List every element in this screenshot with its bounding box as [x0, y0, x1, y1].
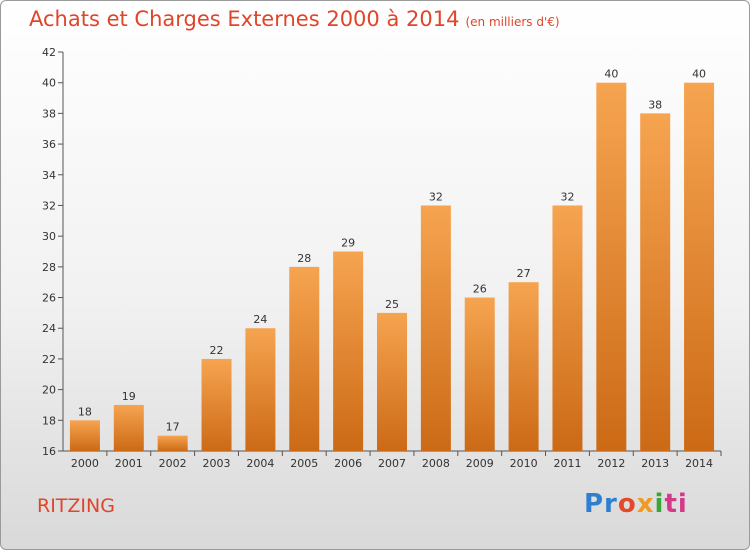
- bar-value-label: 28: [297, 252, 311, 265]
- x-tick-label: 2001: [115, 457, 143, 470]
- bar-value-label: 25: [385, 298, 399, 311]
- chart-title: Achats et Charges Externes 2000 à 2014 (e…: [29, 7, 560, 31]
- x-tick-label: 2006: [334, 457, 362, 470]
- x-tick-label: 2013: [641, 457, 669, 470]
- bar: [245, 328, 276, 451]
- bar-value-label: 19: [122, 390, 136, 403]
- bar-value-label: 17: [166, 421, 180, 434]
- logo-part: i: [654, 489, 665, 519]
- x-tick-label: 2000: [71, 457, 99, 470]
- chart-data-labels: 18 19 17 22 24 28 29 25 32 26 27 32 40 38 40: [78, 68, 706, 434]
- y-tick-label: 36: [42, 138, 56, 151]
- y-tick-label: 18: [42, 414, 56, 427]
- bar: [201, 358, 232, 451]
- logo-part: o: [617, 489, 637, 519]
- x-tick-label: 2007: [378, 457, 406, 470]
- y-tick-label: 30: [42, 230, 56, 243]
- chart-title-text: Achats et Charges Externes 2000 à 2014: [29, 7, 460, 31]
- bar-value-label: 32: [429, 190, 443, 203]
- bar-value-label: 38: [648, 98, 662, 111]
- bar: [289, 266, 320, 451]
- bar: [596, 82, 627, 451]
- x-tick-label: 2014: [685, 457, 713, 470]
- bar: [113, 404, 144, 451]
- commune-name: RITZING: [37, 495, 115, 517]
- bar-value-label: 32: [560, 190, 574, 203]
- y-tick-label: 16: [42, 445, 56, 458]
- x-tick-label: 2011: [553, 457, 581, 470]
- x-tick-label: 2004: [246, 457, 274, 470]
- bar: [684, 82, 715, 451]
- bar-value-label: 22: [210, 344, 224, 357]
- bar: [420, 205, 451, 451]
- logo-part: ti: [664, 489, 688, 519]
- bar: [157, 435, 188, 451]
- bar-value-label: 40: [692, 68, 706, 81]
- logo-part: Pr: [584, 489, 618, 519]
- chart-axes: 16 18 20 22 24 26 28 30 32 34 36 38 40 42 2000 2001 2002…: [42, 46, 722, 470]
- y-tick-label: 24: [42, 322, 56, 335]
- x-tick-label: 2002: [159, 457, 187, 470]
- y-tick-label: 42: [42, 46, 56, 59]
- y-tick-label: 40: [42, 77, 56, 90]
- y-tick-label: 32: [42, 199, 56, 212]
- bar: [377, 312, 407, 451]
- proxiti-logo: Proxiti: [584, 489, 688, 519]
- bar: [464, 297, 495, 451]
- chart-subtitle: (en milliers d'€): [465, 15, 560, 29]
- x-tick-label: 2009: [466, 457, 494, 470]
- bar: [333, 251, 364, 451]
- x-tick-label: 2005: [290, 457, 318, 470]
- chart-bars: [69, 82, 715, 451]
- bar-value-label: 24: [253, 313, 267, 326]
- bar: [640, 113, 671, 451]
- y-tick-label: 20: [42, 384, 56, 397]
- x-tick-label: 2012: [597, 457, 625, 470]
- y-tick-label: 34: [42, 169, 56, 182]
- y-tick-label: 38: [42, 107, 56, 120]
- x-tick-label: 2003: [203, 457, 231, 470]
- bar-value-label: 40: [604, 68, 618, 81]
- bar-value-label: 27: [517, 267, 531, 280]
- bar-value-label: 29: [341, 237, 355, 250]
- y-tick-label: 26: [42, 292, 56, 305]
- logo-part: x: [636, 489, 655, 519]
- y-tick-label: 22: [42, 353, 56, 366]
- x-tick-label: 2008: [422, 457, 450, 470]
- bar: [69, 420, 100, 451]
- bar-value-label: 18: [78, 405, 92, 418]
- bar: [552, 205, 583, 451]
- y-tick-label: 28: [42, 261, 56, 274]
- x-tick-label: 2010: [510, 457, 538, 470]
- bar: [508, 282, 539, 451]
- bar-value-label: 26: [473, 283, 487, 296]
